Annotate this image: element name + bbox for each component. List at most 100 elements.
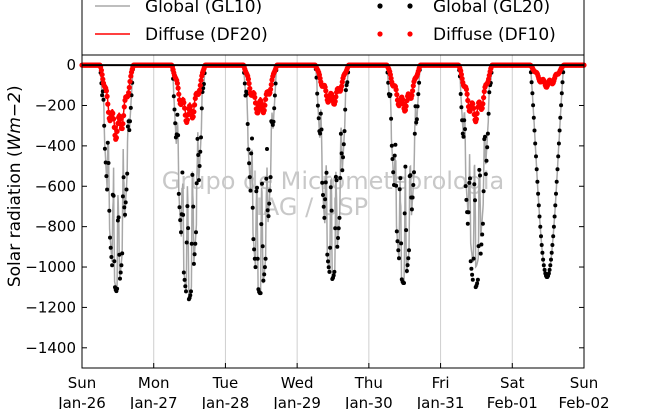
series-diffuse-df10--point: [464, 91, 470, 97]
legend-label: Diffuse (DF10): [433, 25, 556, 45]
series-global-gl20--point: [394, 183, 399, 188]
series-diffuse-df10--point: [184, 117, 190, 123]
series-global-gl20--point: [410, 195, 415, 200]
series-global-gl20--point: [318, 111, 323, 116]
watermark-line-2: IAG / USP: [256, 193, 368, 221]
series-global-gl20--point: [467, 180, 472, 185]
series-global-gl20--point: [341, 142, 346, 147]
series-diffuse-df10--point: [121, 104, 127, 110]
series-diffuse-df10--point: [117, 116, 123, 122]
legend-dot-swatch: [377, 3, 383, 9]
series-global-gl20--point: [111, 193, 116, 198]
series-global-gl20--point: [391, 170, 396, 175]
series-global-gl20--point: [395, 239, 400, 244]
series-diffuse-df10--point: [410, 83, 416, 89]
series-diffuse-df10--point: [262, 102, 268, 108]
series-global-gl20--point: [470, 272, 475, 277]
series-global-gl20--point: [119, 263, 124, 268]
legend-label: Global (GL10): [145, 0, 262, 17]
series-global-gl20--point: [394, 229, 399, 234]
series-global-gl20--point: [403, 164, 408, 169]
series-global-gl20--point: [409, 207, 414, 212]
series-global-gl20--point: [337, 215, 342, 220]
series-global-gl20--point: [247, 161, 252, 166]
series-global-gl20--point: [273, 81, 278, 86]
series-global-gl20--point: [534, 154, 538, 159]
series-global-gl20--point: [390, 157, 395, 161]
series-global-gl20--point: [338, 176, 343, 180]
series-global-gl20--point: [255, 256, 260, 261]
series-diffuse-df10--point: [111, 116, 117, 122]
series-global-gl20--point: [254, 189, 259, 194]
series-global-gl20--point: [108, 245, 113, 250]
series-global-gl20--point: [468, 176, 472, 181]
series-global-gl20--point: [118, 276, 122, 281]
series-global-gl20--point: [323, 197, 328, 202]
series-global-gl20--point: [173, 121, 178, 126]
series-global-gl20--point: [470, 277, 475, 282]
series-diffuse-df10--point: [111, 124, 117, 130]
series-diffuse-df10--point: [339, 83, 345, 89]
series-global-gl20--point: [392, 153, 397, 158]
series-diffuse-df10--point: [104, 93, 110, 99]
watermark-line-1: Grupo de Micrometeorologia: [162, 167, 504, 195]
series-global-gl20--point: [340, 168, 345, 173]
series-global-gl20--point: [542, 267, 547, 272]
series-global-gl20--point: [530, 91, 535, 96]
series-diffuse-df10--point: [247, 85, 253, 92]
series-global-gl20--point: [551, 224, 556, 229]
series-global-gl20--point: [176, 133, 181, 138]
series-global-gl20--point: [336, 236, 340, 240]
series-global-gl20--point: [411, 183, 416, 187]
series-global-gl20--point: [343, 88, 348, 93]
series-global-gl20--point: [191, 261, 196, 266]
series-global-gl20--point: [397, 187, 402, 192]
series-global-gl20--point: [100, 89, 105, 94]
series-global-gl20--point: [465, 221, 470, 226]
series-global-gl20--point: [484, 158, 489, 163]
series-global-gl20--point: [253, 265, 258, 270]
x-tick-label-weekday: Wed: [281, 374, 314, 392]
series-global-gl20--point: [120, 194, 125, 199]
series-global-gl20--point: [417, 80, 422, 85]
series-diffuse-df10--point: [105, 101, 111, 107]
series-global-gl20--point: [559, 91, 564, 96]
series-global-gl20--point: [191, 204, 196, 209]
y-axis-label-close: ): [5, 85, 25, 92]
series-diffuse-df10--point: [174, 80, 180, 86]
series-diffuse-df10--point: [481, 95, 487, 101]
series-global-gl20--point: [406, 256, 411, 261]
series-global-gl20--point: [122, 205, 127, 210]
series-global-gl20--point: [414, 120, 419, 125]
ticks-layer: Sun Jan-26 Mon Jan-27 Tue Jan-28 Wed Jan-29 Thu J…: [25, 56, 609, 409]
series-global-gl20--point: [551, 234, 556, 239]
series-global-gl20--point: [105, 187, 110, 192]
series-global-gl20--point: [175, 112, 180, 117]
series-global-gl20--point: [201, 82, 206, 86]
series-global-gl20--point: [193, 241, 198, 246]
series-global-gl20--point: [120, 251, 125, 256]
series-global-gl20--point: [472, 182, 477, 187]
series-diffuse-df10--point: [181, 100, 187, 106]
series-global-gl20--point: [262, 265, 267, 270]
series-global-gl20--point: [250, 136, 254, 141]
series-global-gl20--point: [199, 106, 204, 111]
series-global-gl20--point: [250, 205, 255, 210]
series-diffuse-df10--point: [182, 105, 188, 111]
series-global-gl20--point: [554, 179, 559, 184]
series-global-gl20--point: [339, 151, 344, 156]
series-global-gl20--point: [402, 281, 406, 285]
series-global-gl20--point: [178, 218, 183, 223]
series-diffuse-df10--point: [474, 110, 480, 117]
series-global-gl20--point: [547, 267, 552, 272]
series-diffuse-df10--point: [465, 97, 471, 104]
series-global-gl20--point: [260, 181, 264, 186]
series-global-gl20--point: [475, 281, 480, 286]
series-diffuse-df10--point: [458, 71, 464, 78]
series-diffuse-df10--point: [192, 102, 198, 108]
series-global-gl20--point: [538, 224, 543, 229]
series-global-gl20--point: [192, 252, 197, 257]
series-global-gl20--point: [338, 131, 343, 136]
x-tick-label-date: Jan-29: [272, 394, 321, 409]
series-global-gl20--point: [104, 174, 109, 179]
